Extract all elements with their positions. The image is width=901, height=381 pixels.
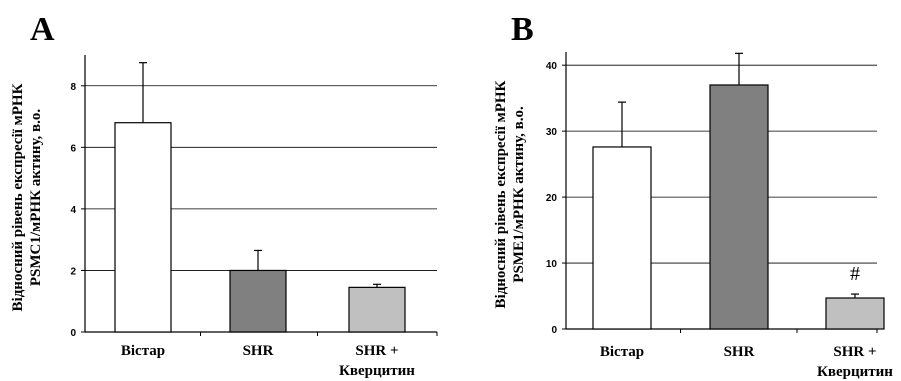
y-tick-label: 8 [70,82,76,93]
y-axis-label: PSMC1/мРНК актину, в.о. [28,109,44,286]
x-category-label: Вістар [600,344,644,360]
chart-panel-a: A 0 2 4 6 8 Відносний рівень експресії мРНК PSM… [10,11,438,379]
y-axis-label: Відносний рівень експресії мРНК [10,83,26,311]
y-axis-label: Відносний рівень експресії мРНК [493,80,509,308]
bar [348,286,406,333]
x-category-label: SHR [243,343,274,359]
y-tick-label: 40 [546,61,558,72]
y-tick-label: 0 [551,325,557,336]
x-category-label: SHR + [833,344,876,360]
panel-letter: A [30,11,55,48]
bar [229,269,287,333]
x-category-label: Кверцитин [339,363,415,379]
bar [825,297,885,330]
x-category-label: Вістар [121,343,165,359]
panel-letter: B [511,11,534,48]
y-tick-label: 6 [70,143,76,154]
x-category-label: Кверцитин [817,364,893,380]
bar [709,84,769,330]
y-tick-label: 20 [546,193,558,204]
y-tick-label: 4 [70,205,76,216]
bar [592,146,652,330]
y-tick-label: 10 [546,259,558,270]
y-tick-label: 0 [70,328,76,339]
x-category-label: SHR + [355,343,398,359]
y-tick-label: 2 [70,266,76,277]
y-axis-label: PSME1/мРНК актину, в.о. [511,106,527,283]
significance-marker: # [850,263,860,285]
bar [114,122,172,333]
chart-panel-b: B 0 10 20 30 40 Відносний рівень експресії мРН… [493,11,893,380]
y-tick-label: 30 [546,127,558,138]
x-category-label: SHR [724,344,755,360]
